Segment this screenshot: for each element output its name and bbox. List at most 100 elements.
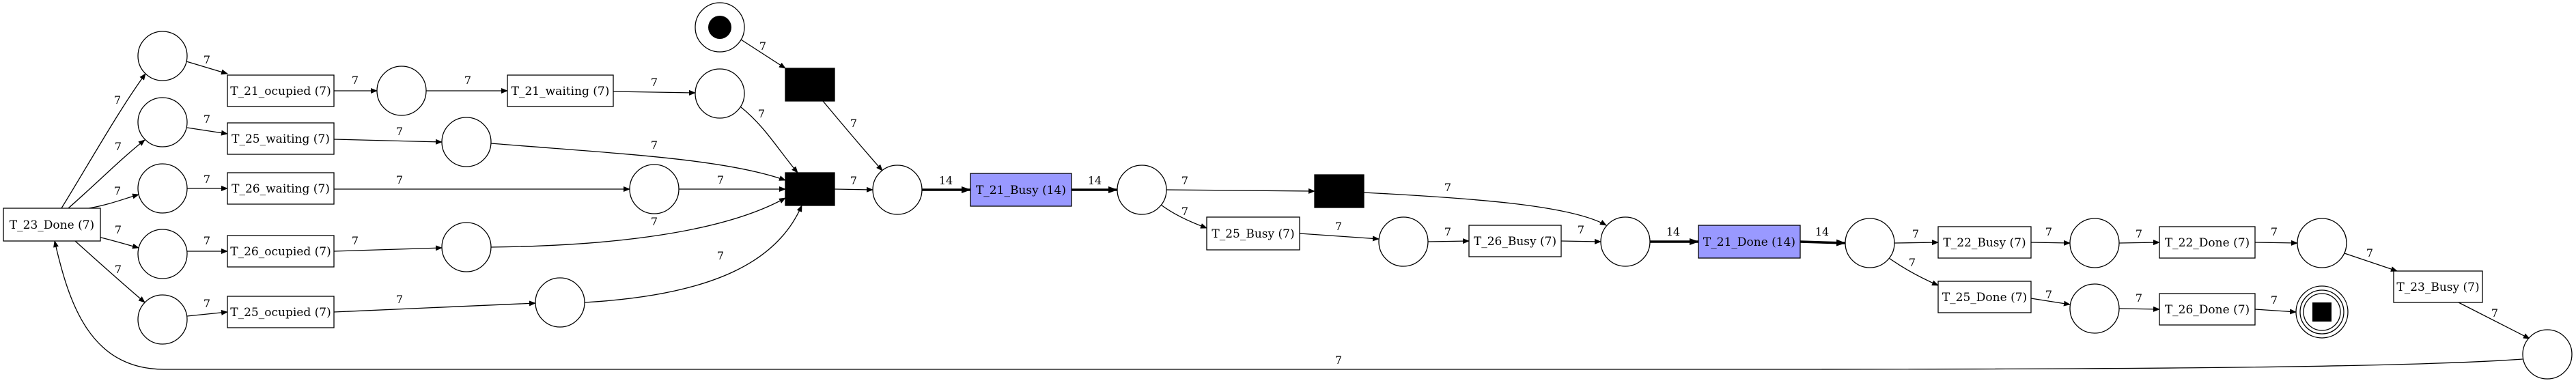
arc-t26busy-to-p_o <box>1560 238 1601 244</box>
place <box>872 165 923 215</box>
arc-t25busy-to-p_n <box>1299 233 1380 242</box>
transition-label: T_23_Busy (7) <box>2396 281 2479 294</box>
arc-p_b-to-t25wait <box>186 127 228 136</box>
arc-label: 7 <box>2271 225 2278 238</box>
place <box>137 294 188 345</box>
arc-label: 7 <box>651 76 658 89</box>
arc-label: 7 <box>115 140 122 153</box>
transition-label: T_21_ocupied (7) <box>230 85 331 98</box>
arc-p_p-to-t22busy <box>1894 240 1939 246</box>
transition-label: T_26_ocupied (7) <box>230 245 331 259</box>
arc-t21wait-to-p_g <box>613 89 696 96</box>
arc-t23done-to-p_d <box>95 236 139 249</box>
transition-label: T_23_Done (7) <box>10 218 94 232</box>
arc-p_t-to-t23done <box>53 240 2523 370</box>
arc-label: 7 <box>1909 256 1916 269</box>
place <box>1117 165 1167 215</box>
arc-label: 7 <box>2366 246 2373 259</box>
arc-label: 7 <box>396 293 403 306</box>
place <box>2522 329 2573 380</box>
arc-p_s-to-t23busy <box>2344 253 2398 272</box>
arc-t26occ-to-p_j <box>333 245 443 252</box>
nodes-layer: T_23_Done (7) T_21_ocupied (7) T_25_waitin… <box>3 2 2573 380</box>
arc-label: 7 <box>1181 174 1188 187</box>
transition-t26done: T_26_Done (7) <box>2159 293 2256 326</box>
silent-transition <box>785 68 835 102</box>
arc-p_j-to-sil2 <box>490 197 786 248</box>
place <box>137 97 188 147</box>
place <box>1845 218 1895 268</box>
arc-label: 7 <box>352 234 359 247</box>
arc-label: 7 <box>115 263 122 276</box>
place <box>1378 216 1429 267</box>
arc-label: 7 <box>850 174 857 187</box>
arc-label: 7 <box>2136 292 2142 304</box>
arc-label: 14 <box>1815 225 1829 238</box>
arc-label: 7 <box>1181 205 1188 218</box>
arc-label: 7 <box>352 74 359 87</box>
arc-p_q-to-t22done <box>2118 240 2160 246</box>
start-place <box>695 2 745 53</box>
arc-t21done-to-p_p <box>1800 239 1846 246</box>
place <box>2069 218 2120 268</box>
arc-label: 7 <box>1444 181 1451 194</box>
arc-label: 7 <box>204 113 210 126</box>
arc-label: 7 <box>396 125 403 138</box>
arc-label: 7 <box>2491 307 2498 320</box>
arc-t23done-to-p_e <box>74 240 145 303</box>
transition-t22done: T_22_Done (7) <box>2159 226 2256 259</box>
arc-t22busy-to-p_q <box>2030 240 2071 246</box>
arc-label: 14 <box>1088 174 1102 187</box>
arc-label: 7 <box>114 184 121 197</box>
transition-t25busy: T_25_Busy (7) <box>1206 216 1300 251</box>
silent-transition <box>1314 174 1364 208</box>
place <box>137 31 188 81</box>
arc-label: 14 <box>1666 225 1680 238</box>
transition-label: T_26_Done (7) <box>2165 303 2250 317</box>
arc-p_m-to-sil3 <box>1166 188 1315 194</box>
place <box>535 277 585 328</box>
transition-label: T_21_waiting (7) <box>512 85 610 98</box>
transition-label: T_25_waiting (7) <box>232 132 330 146</box>
transition-t21done: T_21_Done (14) <box>1698 225 1801 259</box>
arc-label: 7 <box>464 74 471 87</box>
arc-label: 7 <box>204 53 210 66</box>
arc-t25occ-to-p_k <box>333 300 536 313</box>
place <box>137 163 188 214</box>
arc-p_g-to-sil2 <box>740 107 798 173</box>
arc-label: 7 <box>759 40 766 53</box>
arc-label: 7 <box>651 215 658 228</box>
arc-label: 7 <box>2271 294 2278 307</box>
transition-label: T_25_Busy (7) <box>1212 227 1294 241</box>
arc-t23busy-to-p_t <box>2458 302 2530 339</box>
transition-t21occ: T_21_ocupied (7) <box>227 74 335 107</box>
arc-label: 7 <box>717 173 724 186</box>
transition-label: T_25_ocupied (7) <box>230 306 331 320</box>
arc-label: 7 <box>1578 223 1584 236</box>
arc-label: 7 <box>1444 225 1451 238</box>
transition-label: T_26_waiting (7) <box>232 182 330 196</box>
arc-t23done-to-p_c <box>88 193 139 209</box>
arc-label: 7 <box>1335 354 1342 367</box>
transition-label: T_21_Busy (14) <box>976 184 1066 197</box>
transition-t26busy: T_26_Busy (7) <box>1468 225 1562 257</box>
transition-label: T_21_Done (14) <box>1703 236 1795 249</box>
token-icon <box>708 16 731 39</box>
arc-p_h-to-sil2 <box>490 143 786 181</box>
arc-label: 7 <box>2045 288 2052 301</box>
arc-label: 7 <box>396 173 403 186</box>
place <box>376 66 427 116</box>
arc-sil2-to-p_l <box>834 186 873 193</box>
arc-t22done-to-p_s <box>2254 240 2298 246</box>
arc-start-to-sil1 <box>740 39 786 69</box>
arc-label: 7 <box>717 249 724 262</box>
arc-p_p-to-t25done <box>1888 257 1939 286</box>
arc-label: 7 <box>204 297 210 310</box>
arc-label: 7 <box>850 117 857 130</box>
silent-transition <box>785 172 835 206</box>
arc-label: 7 <box>1912 227 1919 240</box>
arc-t25wait-to-p_h <box>333 139 443 145</box>
place <box>2297 218 2347 268</box>
place <box>441 117 492 167</box>
